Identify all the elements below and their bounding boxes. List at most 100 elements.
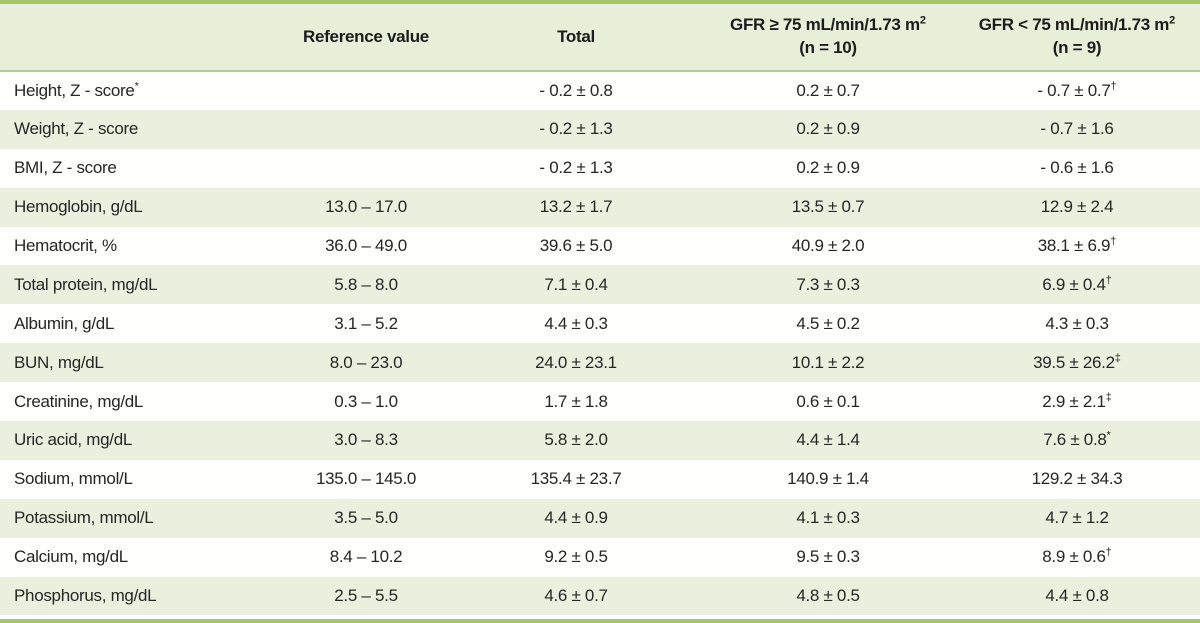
reference-value-cell: 3.0 – 8.3 <box>282 421 450 460</box>
gfr-high-n-count: (n = 10) <box>799 38 857 57</box>
table-row: Sodium, mmol/L 135.0 – 145.0 135.4 ± 23.7 1… <box>0 459 1200 499</box>
cell-text: 0.2 ± 0.9 <box>796 119 860 139</box>
gfr-high-value-cell: 4.5 ± 0.2 <box>702 304 954 343</box>
gfr-high-value-cell: 0.6 ± 0.1 <box>702 382 954 421</box>
cell-text: 0.2 ± 0.9 <box>796 158 860 178</box>
gfr-low-value-cell: 38.1 ± 6.9† <box>954 227 1200 266</box>
cell-text: 38.1 ± 6.9 <box>1037 236 1111 255</box>
table-row: Phosphorus, mg/dL 2.5 – 5.5 4.6 ± 0.7 4.8 ±… <box>0 576 1200 616</box>
significance-marker: * <box>134 80 139 93</box>
table-row: BMI, Z - score - 0.2 ± 1.3 0.2 ± 0.9 - 0.6 … <box>0 148 1200 188</box>
cell-text: 0.3 – 1.0 <box>334 391 398 411</box>
cell-text: 13.5 ± 0.7 <box>791 197 865 217</box>
significance-marker: * <box>1106 429 1111 442</box>
row-label-cell: Height, Z - score* <box>0 71 282 110</box>
cell-text: 4.6 ± 0.7 <box>544 586 608 606</box>
cell-text: Albumin, g/dL <box>14 313 115 333</box>
total-value-cell: 135.4 ± 23.7 <box>450 460 702 499</box>
gfr-high-value-cell: 0.2 ± 0.9 <box>702 110 954 149</box>
gfr-high-value-cell: 4.4 ± 1.4 <box>702 421 954 460</box>
cell-text: 6.9 ± 0.4 <box>1042 274 1106 294</box>
total-value-cell: 9.2 ± 0.5 <box>450 538 702 577</box>
cell-text: Weight, Z - score <box>14 119 139 139</box>
gfr-low-value-cell: 12.9 ± 2.4 <box>954 188 1200 227</box>
gfr-high-value-cell: 140.9 ± 1.4 <box>702 460 954 499</box>
reference-value-cell: 13.0 – 17.0 <box>282 188 450 227</box>
cell-text: 40.9 ± 2.0 <box>791 236 865 255</box>
cell-text: 10.1 ± 2.2 <box>791 352 865 372</box>
cell-text: 7.6 ± 0.8 <box>1043 430 1107 450</box>
total-value-cell: 4.6 ± 0.7 <box>450 577 702 616</box>
gfr-low-value-cell: 8.9 ± 0.6† <box>954 538 1200 577</box>
column-header-parameter <box>0 4 282 71</box>
row-label-cell: Uric acid, mg/dL <box>0 421 282 460</box>
gfr-high-value-cell: 13.5 ± 0.7 <box>702 188 954 227</box>
table-row: Hemoglobin, g/dL 13.0 – 17.0 13.2 ± 1.7 13.… <box>0 187 1200 227</box>
row-label-cell: Hematocrit, % <box>0 227 282 266</box>
row-label-cell: Weight, Z - score <box>0 110 282 149</box>
table-row: Weight, Z - score - 0.2 ± 1.3 0.2 ± 0.9 - 0… <box>0 109 1200 149</box>
gfr-high-value-cell: 40.9 ± 2.0 <box>702 227 954 266</box>
cell-text: 4.1 ± 0.3 <box>796 508 860 528</box>
cell-text: 7.1 ± 0.4 <box>544 274 608 294</box>
cell-text: Total protein, mg/dL <box>14 274 158 294</box>
gfr-low-value-cell: 4.4 ± 0.8 <box>954 577 1200 616</box>
gfr-high-value-cell: 4.8 ± 0.5 <box>702 577 954 616</box>
table-row: BUN, mg/dL 8.0 – 23.0 24.0 ± 23.1 10.1 ± 2.… <box>0 343 1200 383</box>
total-value-cell: 13.2 ± 1.7 <box>450 188 702 227</box>
gfr-low-title: GFR < 75 mL/min/1.73 m <box>978 15 1170 35</box>
total-value-cell: - 0.2 ± 1.3 <box>450 149 702 188</box>
column-header-total: Total <box>557 26 595 46</box>
cell-text: 8.0 – 23.0 <box>329 352 403 372</box>
table-row: Total protein, mg/dL 5.8 – 8.0 7.1 ± 0.4 7.… <box>0 265 1200 305</box>
reference-value-cell: 36.0 – 49.0 <box>282 227 450 266</box>
cell-text: Uric acid, mg/dL <box>14 430 133 450</box>
cell-text: 12.9 ± 2.4 <box>1040 197 1114 217</box>
reference-value-cell: 135.0 – 145.0 <box>282 460 450 499</box>
reference-value-cell: 5.8 – 8.0 <box>282 265 450 304</box>
cell-text: 0.6 ± 0.1 <box>796 391 860 411</box>
cell-text: 135.4 ± 23.7 <box>530 469 622 489</box>
row-label-cell: BUN, mg/dL <box>0 343 282 382</box>
row-label-cell: BMI, Z - score <box>0 149 282 188</box>
gfr-low-n-count: (n = 9) <box>1052 38 1102 57</box>
significance-marker: † <box>1105 546 1112 559</box>
cell-text: 4.8 ± 0.5 <box>796 586 860 606</box>
data-table: Reference value Total GFR ≥ 75 mL/min/1.… <box>0 4 1200 616</box>
cell-text: 2.9 ± 2.1 <box>1042 391 1106 411</box>
reference-value-cell: 2.5 – 5.5 <box>282 577 450 616</box>
cell-text: Potassium, mmol/L <box>14 508 154 528</box>
total-value-cell: 4.4 ± 0.3 <box>450 304 702 343</box>
cell-text: 4.4 ± 0.3 <box>544 313 608 333</box>
reference-value-cell <box>282 149 450 188</box>
gfr-low-value-cell: - 0.7 ± 0.7† <box>954 71 1200 110</box>
gfr-high-superscript: 2 <box>919 14 926 27</box>
reference-value-cell <box>282 110 450 149</box>
cell-text: Creatinine, mg/dL <box>14 391 144 411</box>
gfr-low-value-cell: 2.9 ± 2.1‡ <box>954 382 1200 421</box>
cell-text: 3.5 – 5.0 <box>334 508 398 528</box>
column-header-reference-value: Reference value <box>303 26 429 46</box>
cell-text: Sodium, mmol/L <box>14 469 133 489</box>
cell-text: 3.1 – 5.2 <box>334 313 398 333</box>
gfr-high-title: GFR ≥ 75 mL/min/1.73 m <box>730 15 920 35</box>
significance-marker: † <box>1110 80 1117 93</box>
cell-text: 4.3 ± 0.3 <box>1045 313 1109 333</box>
cell-text: 4.4 ± 0.9 <box>544 508 608 528</box>
gfr-high-value-cell: 0.2 ± 0.7 <box>702 71 954 110</box>
table-row: Height, Z - score* - 0.2 ± 0.8 0.2 ± 0.7 - … <box>0 71 1200 110</box>
total-value-cell: 24.0 ± 23.1 <box>450 343 702 382</box>
gfr-high-value-cell: 7.3 ± 0.3 <box>702 265 954 304</box>
table-body: Height, Z - score* - 0.2 ± 0.8 0.2 ± 0.7- … <box>0 71 1200 616</box>
total-value-cell: 4.4 ± 0.9 <box>450 499 702 538</box>
cell-text: 2.5 – 5.5 <box>334 586 398 606</box>
cell-text: 4.7 ± 1.2 <box>1045 508 1109 528</box>
gfr-low-superscript: 2 <box>1169 14 1176 27</box>
cell-text: 129.2 ± 34.3 <box>1031 469 1123 489</box>
cell-text: 39.5 ± 26.2 <box>1033 352 1115 372</box>
gfr-low-value-cell: 7.6 ± 0.8* <box>954 421 1200 460</box>
cell-text: 5.8 – 8.0 <box>334 274 398 294</box>
reference-value-cell: 3.5 – 5.0 <box>282 499 450 538</box>
reference-value-cell: 8.4 – 10.2 <box>282 538 450 577</box>
gfr-high-value-cell: 10.1 ± 2.2 <box>702 343 954 382</box>
